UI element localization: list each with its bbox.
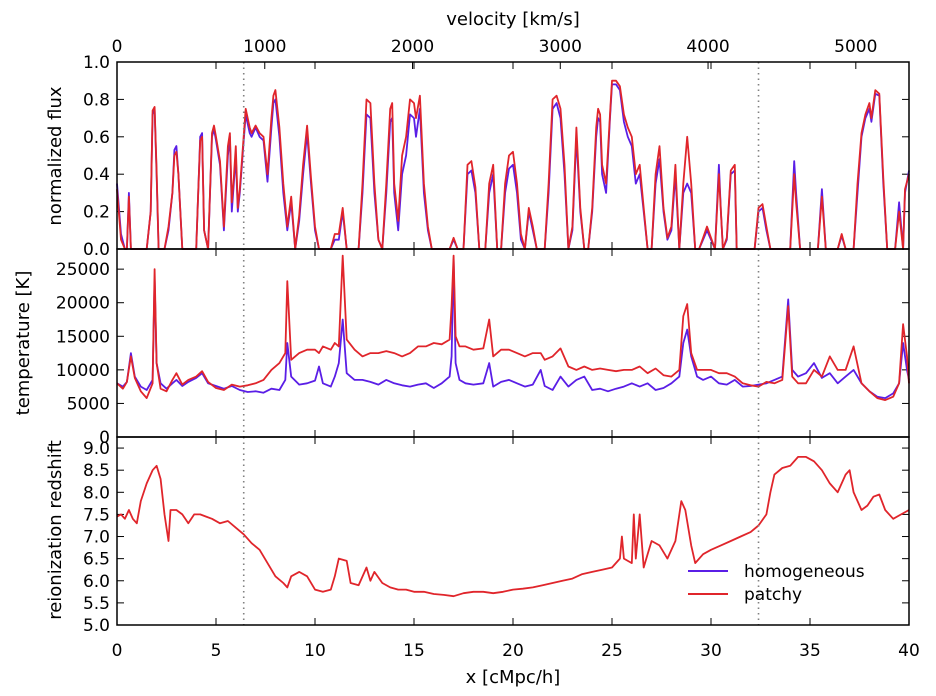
temperature-ytick-label: 25000 (56, 260, 110, 280)
flux-ytick-label: 1.0 (83, 53, 110, 73)
top-tick-label: 2000 (391, 37, 434, 57)
top-tick-label: 3000 (539, 37, 582, 57)
top-tick-label: 5000 (834, 37, 877, 57)
flux-ytick-label: 0.8 (83, 90, 110, 110)
reionization-ytick-label: 8.5 (83, 461, 110, 481)
temperature-series-homogeneous (116, 258, 910, 399)
xtick-label: 5 (211, 641, 222, 661)
flux-ytick-label: 0.6 (83, 128, 110, 148)
temperature-ytick-label: 15000 (56, 327, 110, 347)
top-tick-label: 0 (112, 37, 123, 57)
reionization-series-patchy (116, 456, 910, 598)
flux-ytick-label: 0.0 (83, 240, 110, 260)
temperature-ytick-label: 20000 (56, 294, 110, 314)
reionization-frame (116, 436, 910, 626)
xtick-label: 20 (502, 641, 524, 661)
xtick-label: 35 (799, 641, 821, 661)
reionization-ylabel: reionization redshift (45, 440, 66, 620)
vline-layer (242, 62, 760, 625)
flux-ytick-label: 0.2 (83, 203, 110, 223)
temperature-series-patchy (116, 254, 910, 401)
tick-layer: 0.00.20.40.60.81.00500010000150002000025… (56, 37, 920, 661)
top-tick-label: 1000 (243, 37, 286, 57)
temperature-ytick-label: 10000 (56, 361, 110, 381)
reionization-ytick-label: 5.0 (83, 616, 110, 636)
top-axis-label: velocity [km/s] (446, 9, 580, 30)
xtick-label: 0 (112, 641, 123, 661)
flux-ytick-label: 0.4 (83, 165, 110, 185)
reionization-ytick-label: 6.0 (83, 572, 110, 592)
reionization-ytick-label: 8.0 (83, 483, 110, 503)
reionization-ytick-label: 6.5 (83, 550, 110, 570)
xtick-label: 10 (304, 641, 326, 661)
legend: homogeneous patchy (688, 562, 865, 605)
reionization-ytick-label: 9.0 (83, 439, 110, 459)
frame-layer (116, 61, 910, 626)
temperature-ylabel: temperature [K] (13, 271, 34, 416)
xtick-label: 30 (700, 641, 722, 661)
flux-ylabel: normalized flux (45, 86, 66, 225)
legend-label-homogeneous: homogeneous (744, 562, 865, 582)
reionization-ytick-label: 5.5 (83, 594, 110, 614)
xtick-label: 25 (601, 641, 623, 661)
x-axis-label: x [cMpc/h] (466, 667, 561, 688)
reionization-ytick-label: 7.0 (83, 528, 110, 548)
reionization-ytick-label: 7.5 (83, 505, 110, 525)
temperature-ytick-label: 0 (99, 428, 110, 448)
series-layer (116, 79, 910, 598)
temperature-ytick-label: 5000 (67, 394, 110, 414)
top-tick-label: 4000 (686, 37, 729, 57)
xtick-label: 15 (403, 641, 425, 661)
legend-label-patchy: patchy (744, 585, 802, 605)
xtick-label: 40 (898, 641, 920, 661)
